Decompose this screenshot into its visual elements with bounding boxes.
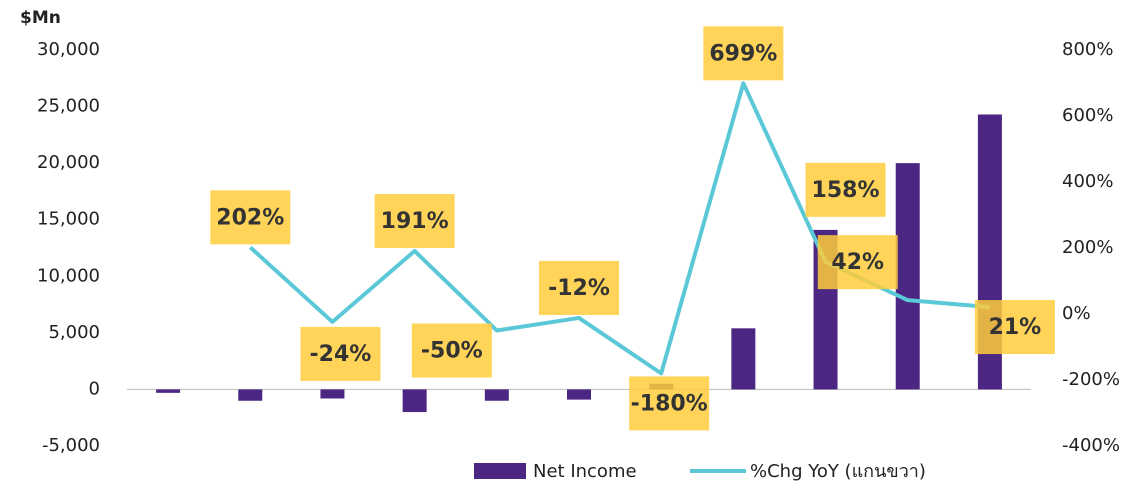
data-label-box bbox=[374, 193, 455, 248]
data-label-box bbox=[411, 323, 492, 378]
data-label-box bbox=[805, 162, 886, 217]
y2-tick-label: -400% bbox=[1062, 435, 1120, 456]
y2-tick-label: 800% bbox=[1062, 39, 1113, 60]
data-label: 191% bbox=[381, 209, 449, 234]
data-label: 202% bbox=[216, 205, 284, 230]
data-label-box bbox=[539, 260, 619, 315]
data-label: -180% bbox=[631, 391, 708, 416]
data-label: 42% bbox=[831, 250, 884, 275]
bar bbox=[484, 389, 509, 401]
bar bbox=[895, 163, 920, 390]
data-label-box bbox=[703, 26, 784, 81]
legend-label: Net Income bbox=[533, 461, 637, 482]
bar bbox=[402, 389, 427, 413]
data-label: 699% bbox=[709, 41, 777, 66]
y-tick-label: -5,000 bbox=[42, 435, 100, 456]
y-tick-label: 30,000 bbox=[37, 39, 100, 60]
bar bbox=[320, 389, 345, 399]
data-label: 158% bbox=[812, 178, 880, 203]
data-label: -24% bbox=[310, 342, 372, 367]
data-label-box bbox=[210, 190, 291, 245]
bar bbox=[731, 328, 756, 390]
y-tick-label: 10,000 bbox=[37, 265, 100, 286]
bar bbox=[567, 389, 591, 400]
y2-tick-label: 400% bbox=[1062, 171, 1113, 192]
legend-swatch bbox=[474, 463, 526, 479]
y2-tick-label: 0% bbox=[1062, 303, 1091, 324]
unit-title: $Mn bbox=[20, 8, 61, 28]
data-label-box bbox=[817, 235, 898, 290]
y-tick-label: 15,000 bbox=[37, 209, 100, 230]
y-tick-label: 25,000 bbox=[37, 96, 100, 117]
data-label: 21% bbox=[989, 315, 1042, 340]
data-label: -50% bbox=[421, 339, 483, 364]
y2-tick-label: -200% bbox=[1062, 369, 1120, 390]
bar bbox=[156, 389, 181, 393]
data-label-box bbox=[974, 300, 1055, 355]
y-tick-label: 5,000 bbox=[48, 322, 100, 343]
y2-tick-label: 200% bbox=[1062, 237, 1113, 258]
y-tick-label: 20,000 bbox=[37, 152, 100, 173]
data-label-box bbox=[300, 326, 381, 381]
bar bbox=[238, 389, 263, 401]
y2-tick-label: 600% bbox=[1062, 105, 1113, 126]
data-label: -12% bbox=[548, 276, 610, 301]
y-tick-label: 0 bbox=[89, 378, 100, 399]
data-label-box bbox=[629, 376, 710, 431]
legend-label: %Chg YoY (แกนขวา) bbox=[750, 461, 926, 482]
